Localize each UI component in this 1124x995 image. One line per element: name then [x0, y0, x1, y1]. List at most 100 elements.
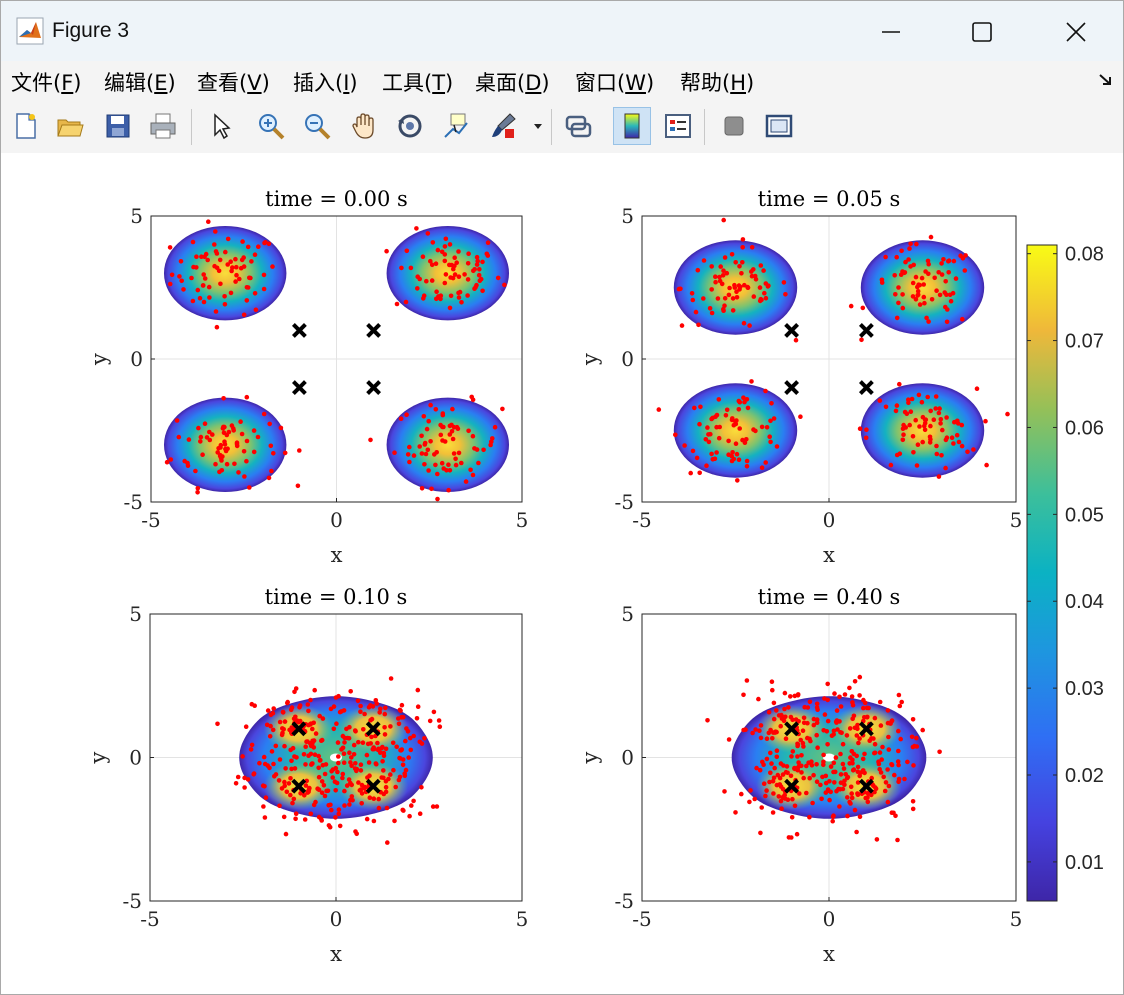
pointer-button[interactable]	[201, 107, 239, 145]
new-figure-button[interactable]	[7, 107, 45, 145]
target-marker	[858, 380, 874, 396]
particle-point	[896, 779, 901, 785]
particle-point	[277, 719, 283, 725]
particle-point	[360, 740, 366, 745]
particle-point	[857, 736, 862, 741]
particle-point	[688, 470, 693, 476]
pan-button[interactable]	[345, 107, 383, 145]
particle-point	[690, 448, 696, 454]
particle-point	[388, 724, 393, 729]
colorbar-button[interactable]	[613, 107, 651, 145]
particle-point	[673, 432, 678, 438]
show-plot-tools-button[interactable]	[760, 107, 798, 145]
particle-point	[864, 427, 869, 433]
particle-point	[330, 775, 336, 780]
particle-point	[827, 797, 832, 803]
rotate-button[interactable]	[391, 107, 429, 145]
menu-view[interactable]: 查看(V)	[197, 71, 270, 95]
particle-point	[822, 712, 828, 717]
toolbar-separator	[551, 109, 552, 145]
overflow-arrow-icon[interactable]	[1097, 71, 1115, 89]
particle-point	[860, 768, 866, 773]
particle-point	[744, 437, 749, 442]
particle-point	[319, 779, 325, 784]
particle-point	[261, 272, 267, 278]
particle-point	[359, 801, 365, 806]
particle-point	[446, 487, 451, 493]
zoom-out-button[interactable]	[298, 107, 336, 145]
title-bar[interactable]: Figure 3	[1, 1, 1123, 61]
open-file-button[interactable]	[51, 107, 89, 145]
particle-point	[801, 775, 806, 781]
particle-point	[476, 272, 482, 278]
particle-point	[855, 764, 861, 770]
particle-point	[834, 708, 840, 713]
particle-point	[800, 728, 806, 733]
particle-point	[697, 470, 702, 476]
particle-point	[428, 439, 433, 444]
particle-point	[241, 312, 247, 318]
particle-point	[364, 752, 370, 758]
particle-point	[342, 735, 348, 741]
particle-point	[383, 784, 389, 790]
data-cursor-button[interactable]	[437, 107, 475, 145]
show-plot-tools-icon	[765, 114, 793, 138]
particle-point	[214, 324, 220, 330]
menu-desktop[interactable]: 桌面(D)	[475, 71, 550, 95]
legend-button[interactable]	[659, 107, 697, 145]
link-button[interactable]	[559, 107, 597, 145]
menu-edit[interactable]: 编辑(E)	[104, 71, 176, 95]
menu-insert[interactable]: 插入(I)	[293, 71, 358, 95]
particle-point	[697, 421, 702, 427]
particle-point	[840, 761, 846, 767]
particle-point	[983, 418, 988, 424]
particle-point	[288, 792, 293, 798]
brush-button[interactable]	[484, 107, 522, 145]
particle-point	[443, 272, 449, 277]
maximize-button[interactable]	[937, 7, 1027, 57]
particle-point	[442, 244, 448, 249]
particle-point	[889, 762, 895, 768]
particle-point	[885, 767, 890, 772]
particle-point	[303, 744, 309, 749]
print-button[interactable]	[144, 107, 182, 145]
particle-point	[814, 717, 820, 722]
close-button[interactable]	[1031, 7, 1121, 57]
particle-point	[751, 427, 756, 432]
particle-point	[734, 289, 739, 295]
menu-tools[interactable]: 工具(T)	[382, 71, 454, 95]
zoom-in-button[interactable]	[252, 107, 290, 145]
particle-point	[714, 450, 719, 455]
particle-point	[421, 414, 427, 419]
y-tick-label: -5	[124, 490, 143, 514]
particle-point	[695, 267, 701, 273]
particle-point	[329, 807, 334, 813]
hide-plot-tools-button[interactable]	[715, 107, 753, 145]
menu-help[interactable]: 帮助(H)	[680, 71, 755, 95]
particle-point	[202, 421, 208, 427]
brush-dropdown[interactable]	[529, 107, 547, 145]
minimize-button[interactable]	[846, 7, 936, 57]
particle-point	[417, 739, 423, 745]
particle-point	[713, 279, 718, 285]
particle-point	[207, 295, 212, 300]
particle-point	[751, 267, 756, 272]
particle-point	[775, 772, 781, 778]
particle-point	[752, 796, 757, 802]
particle-point	[937, 292, 943, 298]
particle-point	[771, 791, 776, 796]
particle-point	[758, 735, 764, 741]
particle-point	[403, 738, 408, 744]
particle-point	[783, 769, 789, 775]
particle-point	[849, 791, 854, 796]
particle-point	[851, 713, 857, 719]
particle-point	[955, 421, 961, 426]
menu-window[interactable]: 窗口(W)	[575, 71, 655, 95]
menu-file[interactable]: 文件(F)	[11, 71, 82, 95]
particle-point	[820, 774, 825, 780]
particle-point	[722, 789, 727, 794]
particle-point	[239, 431, 245, 437]
target-marker	[858, 322, 874, 338]
particle-point	[435, 471, 440, 477]
save-button[interactable]	[99, 107, 137, 145]
